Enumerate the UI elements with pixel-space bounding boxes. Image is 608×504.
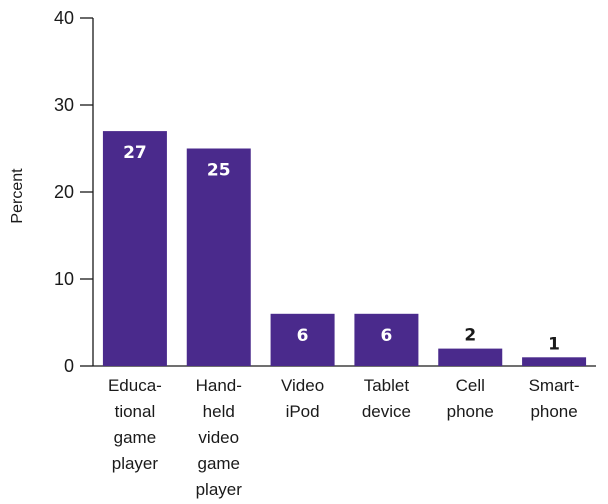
bar-value-label: 6 <box>297 326 309 346</box>
bar-value-label: 25 <box>207 161 231 181</box>
category-label-line: Cell <box>456 376 485 395</box>
category-label-line: held <box>203 402 235 421</box>
category-label-line: device <box>362 402 411 421</box>
bar <box>102 131 167 366</box>
category-label-line: iPod <box>286 402 320 421</box>
category-labels: Educa-tional game player Hand-held video game… <box>108 376 580 499</box>
y-tick-label: 30 <box>54 95 74 115</box>
category-label-line: game <box>114 428 157 447</box>
bar <box>186 148 251 366</box>
category-label-line: Educa- <box>108 376 162 395</box>
bar-value-label: 2 <box>464 326 476 346</box>
bar-value-label: 27 <box>123 143 147 163</box>
bar <box>438 348 503 366</box>
category-label-line: tional <box>115 402 156 421</box>
y-tick-label: 20 <box>54 182 74 202</box>
category-label-line: video <box>198 428 239 447</box>
bar-value-label: 6 <box>380 326 392 346</box>
category-label-line: Video <box>281 376 324 395</box>
y-tick-label: 40 <box>54 8 74 28</box>
bar <box>354 313 419 366</box>
category-label-line: Tablet <box>364 376 410 395</box>
y-axis-ticks: 0 10 20 30 40 <box>54 8 93 376</box>
bars-group: 27 25 6 6 2 1 <box>102 131 587 366</box>
category-label-line: player <box>196 480 243 499</box>
category-label-line: player <box>112 454 159 473</box>
bar <box>270 313 335 366</box>
bar-value-label: 1 <box>548 334 560 354</box>
category-label-line: phone <box>447 402 494 421</box>
y-tick-label: 0 <box>64 356 74 376</box>
category-label-line: game <box>197 454 240 473</box>
y-axis-label: Percent <box>9 168 26 224</box>
category-label-line: phone <box>530 402 577 421</box>
category-label-line: Hand- <box>196 376 242 395</box>
y-tick-label: 10 <box>54 269 74 289</box>
bar <box>522 357 587 366</box>
category-label-line: Smart- <box>529 376 580 395</box>
